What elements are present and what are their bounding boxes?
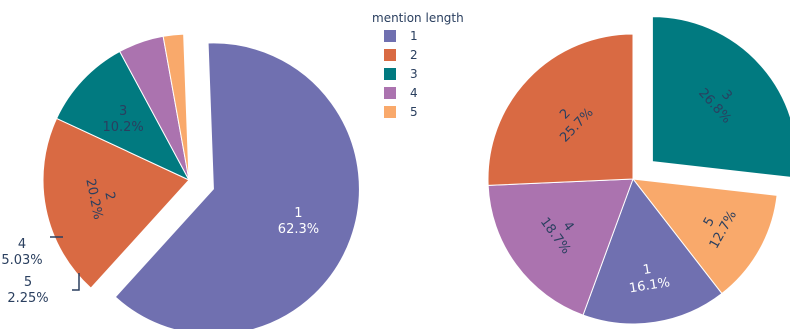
pie-chart-right: 326.8%512.7%116.1%418.7%225.7% [487,16,790,325]
slice-label-5: 5 2.25% [7,275,48,306]
pie-slice-4[interactable] [487,178,634,316]
legend-swatch-3[interactable] [384,68,396,80]
legend-label-1[interactable]: 1 [410,29,418,43]
slice-label-1: 1 62.3% [278,206,319,237]
legend-swatch-5[interactable] [384,106,396,118]
pie-slice-5[interactable] [631,178,778,295]
pie-chart-left: 1 62.3%220.2%3 10.2%4 5.03%5 2.25% [1,33,360,329]
legend-swatch-4[interactable] [384,87,396,99]
pie-slice-3[interactable] [651,16,790,178]
slice-leader-line-5 [72,273,80,291]
slice-label-4: 4 5.03% [1,237,42,268]
legend: mention length 1 2 3 4 5 [372,11,464,119]
slice-label-1: 116.1% [626,259,672,296]
pie-slice-5[interactable] [162,33,190,181]
slice-label-3: 3 10.2% [102,104,143,135]
pie-slice-1[interactable] [114,42,360,329]
legend-swatch-1[interactable] [384,30,396,42]
pie-slice-3[interactable] [55,50,191,182]
legend-label-3[interactable]: 3 [410,67,418,81]
legend-title: mention length [372,11,464,25]
pie-slice-1[interactable] [582,177,723,325]
legend-label-4[interactable]: 4 [410,86,418,100]
pie-slice-2[interactable] [487,33,634,186]
legend-label-5[interactable]: 5 [410,105,418,119]
legend-label-2[interactable]: 2 [410,48,418,62]
legend-swatch-2[interactable] [384,49,396,61]
